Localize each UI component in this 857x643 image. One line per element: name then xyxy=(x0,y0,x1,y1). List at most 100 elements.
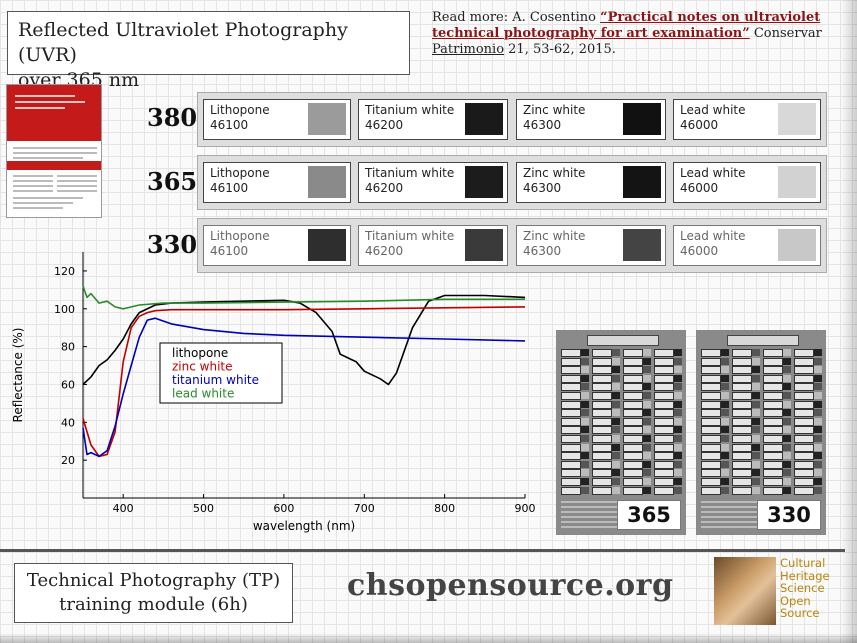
pigment-code: 46200 xyxy=(365,118,404,132)
checker-cell xyxy=(732,400,752,409)
checker-cell xyxy=(592,426,612,435)
checker-cell xyxy=(701,357,721,366)
checker-cell xyxy=(763,366,783,375)
pigment-card-lead-white: Lead white 46000 xyxy=(673,99,821,140)
checker-cell xyxy=(763,452,783,461)
checker-cell xyxy=(592,417,612,426)
x-tick-label: 700 xyxy=(354,502,375,515)
checker-cell xyxy=(623,409,643,418)
checker-cell xyxy=(701,392,721,400)
checker-cell xyxy=(623,417,643,426)
checker-cell xyxy=(561,392,581,400)
checker-cell xyxy=(794,383,814,392)
checker-cell xyxy=(701,443,721,452)
pigment-strip-365: Lithopone 46100 Titanium white 46200 Zin… xyxy=(197,155,827,210)
pigment-code: 46100 xyxy=(210,181,249,195)
legend-entry-lithopone: lithopone xyxy=(172,346,228,360)
checker-cell xyxy=(561,469,581,478)
pigment-code: 46100 xyxy=(210,244,249,258)
checker-cell xyxy=(592,409,612,418)
checker-cell xyxy=(732,460,752,469)
pigment-name: Titanium white xyxy=(365,229,455,243)
checker-cell xyxy=(623,452,643,461)
module-box: Technical Photography (TP) training modu… xyxy=(14,563,293,623)
checker-cell xyxy=(701,478,721,486)
checker-cell xyxy=(592,349,612,357)
checker-cell xyxy=(701,374,721,383)
checker-cell xyxy=(561,417,581,426)
pigment-strip-380: Lithopone 46100 Titanium white 46200 Zin… xyxy=(197,92,827,147)
checker-cell xyxy=(763,478,783,486)
checker-cell xyxy=(623,443,643,452)
x-axis-label: wavelength (nm) xyxy=(253,519,355,533)
legend-entry-lead-white: lead white xyxy=(172,387,234,401)
footer-divider xyxy=(0,549,845,552)
checker-cell xyxy=(592,357,612,366)
pigment-name: Lead white xyxy=(680,229,746,243)
uv-image-label-330: 330 xyxy=(757,500,821,530)
checker-cell xyxy=(701,452,721,461)
checker-cell xyxy=(763,435,783,443)
slide-title-line-1: Reflected Ultraviolet Photography (UVR) xyxy=(18,19,348,66)
checker-cell xyxy=(732,435,752,443)
checker-cell xyxy=(763,460,783,469)
y-tick-label: 20 xyxy=(61,454,75,467)
checker-cell xyxy=(654,460,674,469)
checker-cell xyxy=(654,417,674,426)
pigment-card-lead-white: Lead white 46000 xyxy=(673,162,821,203)
checker-cell xyxy=(732,349,752,357)
pigment-card-titanium-white: Titanium white 46200 xyxy=(358,225,508,266)
checker-cell xyxy=(561,460,581,469)
checker-cell xyxy=(592,443,612,452)
checker-cell xyxy=(794,486,814,495)
y-tick-label: 60 xyxy=(61,378,75,391)
module-line-2: training module (6h) xyxy=(59,594,248,615)
checker-cell xyxy=(763,400,783,409)
checker-cell xyxy=(763,443,783,452)
pigment-card-zinc-white: Zinc white 46300 xyxy=(516,225,666,266)
x-tick-label: 500 xyxy=(193,502,214,515)
reference-title-link[interactable]: “Practical notes on ultraviolet technica… xyxy=(432,10,821,41)
checker-cell xyxy=(623,435,643,443)
pigment-code: 46200 xyxy=(365,244,404,258)
slide-bottom-shadow xyxy=(0,633,857,643)
checker-cell xyxy=(654,435,674,443)
legend-box xyxy=(159,342,283,404)
checker-cell xyxy=(763,383,783,392)
checker-cell xyxy=(623,469,643,478)
site-url[interactable]: chsopensource.org xyxy=(347,568,674,603)
pigment-code: 46100 xyxy=(210,118,249,132)
checker-cell xyxy=(794,469,814,478)
checker-cell xyxy=(794,357,814,366)
checker-cell xyxy=(701,417,721,426)
checker-cell xyxy=(623,478,643,486)
checker-cell xyxy=(732,374,752,383)
checker-cell xyxy=(561,486,581,495)
checker-cell xyxy=(794,400,814,409)
checker-cell xyxy=(592,452,612,461)
checker-cell xyxy=(561,443,581,452)
checker-cell xyxy=(794,409,814,418)
checker-cell xyxy=(794,435,814,443)
pigment-code: 46000 xyxy=(680,118,719,132)
legend-entry-titanium-white: titanium white xyxy=(172,373,259,387)
module-line-1: Technical Photography (TP) xyxy=(26,570,281,591)
checker-cell xyxy=(732,478,752,486)
checker-cell xyxy=(561,426,581,435)
checker-cell xyxy=(623,460,643,469)
pigment-name: Zinc white xyxy=(523,103,586,117)
checker-cell xyxy=(794,426,814,435)
checker-cell xyxy=(654,366,674,375)
pigment-strip-330: Lithopone 46100 Titanium white 46200 Zin… xyxy=(197,218,827,273)
checker-cell xyxy=(763,426,783,435)
checker-cell xyxy=(623,349,643,357)
checker-cell xyxy=(561,435,581,443)
strip-label-380: 380 xyxy=(147,103,198,132)
checker-cell xyxy=(654,400,674,409)
checker-cell xyxy=(732,409,752,418)
reference-journal-post: 21, 53-62, 2015. xyxy=(504,42,616,57)
pigment-code: 46200 xyxy=(365,181,404,195)
logo-word: Source xyxy=(780,606,820,620)
reference-citation: Read more: A. Cosentino “Practical notes… xyxy=(432,10,842,58)
checker-cell xyxy=(654,349,674,357)
